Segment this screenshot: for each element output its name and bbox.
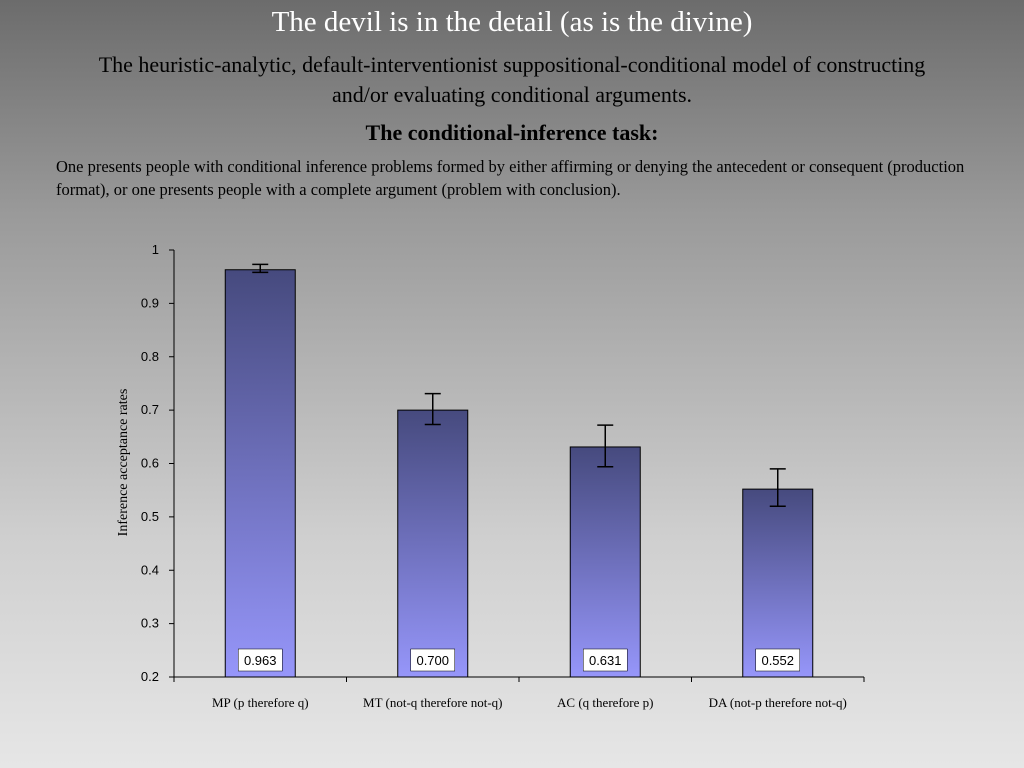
section-heading: The conditional-inference task: [365, 120, 659, 145]
slide-subtitle: The heuristic-analytic, default-interven… [98, 52, 926, 107]
bar [742, 488, 814, 678]
y-tick-label: 0.5 [141, 509, 159, 524]
data-label: 0.552 [761, 653, 794, 668]
data-label: 0.700 [416, 653, 449, 668]
data-label-box [238, 648, 283, 672]
y-tick-label: 1 [152, 242, 159, 257]
x-category-label: DA (not-p therefore not-q) [709, 695, 847, 710]
bar [224, 269, 296, 678]
y-tick-label: 0.3 [141, 616, 159, 631]
y-tick-label: 0.2 [141, 669, 159, 684]
bar [569, 446, 641, 678]
bar [397, 409, 469, 678]
x-category-label: MT (not-q therefore not-q) [363, 695, 502, 710]
data-label-box [755, 648, 800, 672]
data-label: 0.963 [244, 653, 277, 668]
y-tick-label: 0.4 [141, 562, 159, 577]
body-text: One presents people with conditional inf… [56, 157, 965, 199]
y-tick-label: 0.7 [141, 402, 159, 417]
slide-title: The devil is in the detail (as is the di… [271, 6, 753, 38]
x-category-label: MP (p therefore q) [212, 695, 309, 710]
y-tick-label: 0.9 [141, 295, 159, 310]
y-tick-label: 0.6 [141, 456, 159, 471]
x-category-label: AC (q therefore p) [557, 695, 653, 710]
y-tick-label: 0.8 [141, 349, 159, 364]
data-label-box [583, 648, 628, 672]
data-label: 0.631 [589, 653, 622, 668]
data-label-box [410, 648, 455, 672]
y-axis-label: Inference acceptance rates [116, 389, 131, 537]
